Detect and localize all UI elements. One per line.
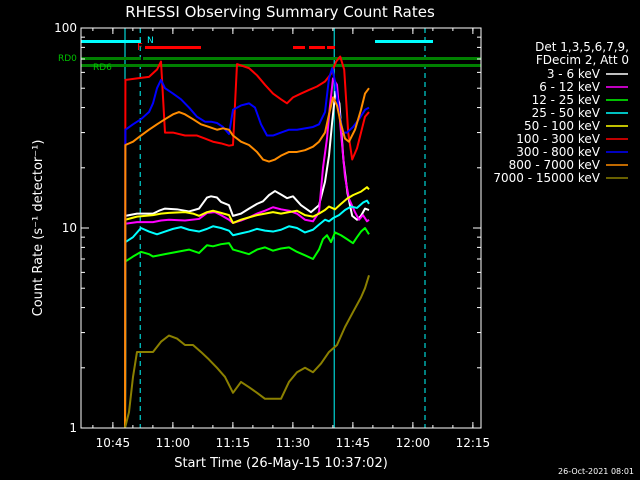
- flare-bar: [309, 46, 325, 49]
- x-tick-label: 11:00: [156, 436, 191, 450]
- x-tick-label: 11:15: [216, 436, 251, 450]
- legend-entry-label: 100 - 300 keV: [516, 132, 600, 146]
- chart-title: RHESSI Observing Summary Count Rates: [125, 3, 435, 21]
- rd0-bar: [81, 57, 141, 60]
- series-line-6: [124, 67, 370, 429]
- rd6-label: RD6: [93, 63, 112, 73]
- series-line-8: [124, 275, 370, 429]
- x-tick-label: 12:15: [456, 436, 491, 450]
- legend-entry-label: 6 - 12 keV: [539, 80, 601, 94]
- x-tick-label: 11:45: [336, 436, 371, 450]
- series-line-1: [124, 77, 370, 429]
- axis-ticks: 10:45 11:00 11:15 11:30 11:45 12:00 12:15 1 10 10…: [54, 21, 490, 450]
- flare-bar: [327, 46, 335, 49]
- y-tick-label: 10: [62, 221, 77, 235]
- series-line-3: [124, 199, 370, 429]
- night-bar: [81, 40, 141, 43]
- plot-area: NF RD0 RD6: [58, 28, 481, 429]
- flare-label: F: [137, 42, 143, 53]
- legend-header-line-2: FDecim 2, Att 0: [536, 53, 629, 67]
- flare-bar: [145, 46, 201, 49]
- series-line-7: [124, 87, 370, 429]
- legend-entry-label: 300 - 800 keV: [516, 145, 600, 159]
- footer-timestamp: 26-Oct-2021 08:01: [558, 467, 634, 476]
- legend-entry-label: 3 - 6 keV: [547, 67, 601, 81]
- legend-entry-label: 12 - 25 keV: [532, 93, 601, 107]
- y-tick-label: 1: [69, 421, 77, 435]
- x-tick-label: 11:30: [276, 436, 311, 450]
- y-tick-label: 100: [54, 21, 77, 35]
- night-label: N: [147, 36, 154, 46]
- x-axis-label: Start Time (26-May-15 10:37:02): [174, 456, 388, 471]
- series-line-4: [124, 186, 370, 429]
- x-tick-label: 10:45: [96, 436, 131, 450]
- legend-entry-label: 25 - 50 keV: [532, 106, 601, 120]
- flare-bar: [293, 46, 305, 49]
- y-axis-label: Count Rate (s⁻¹ detector⁻¹): [31, 140, 46, 317]
- rd0-label: RD0: [58, 54, 77, 64]
- legend-entry-label: 50 - 100 keV: [524, 119, 601, 133]
- legend-header-line-1: Det 1,3,5,6,7,9,: [535, 40, 629, 54]
- series-line-5: [124, 55, 370, 429]
- series-line-2: [124, 227, 370, 429]
- rd6-bar: [81, 64, 481, 67]
- night-bar: [375, 40, 433, 43]
- legend-entry-label: 800 - 7000 keV: [509, 158, 601, 172]
- x-tick-label: 12:00: [396, 436, 431, 450]
- legend-entry-label: 7000 - 15000 keV: [493, 171, 600, 185]
- rd0-bar: [143, 57, 481, 60]
